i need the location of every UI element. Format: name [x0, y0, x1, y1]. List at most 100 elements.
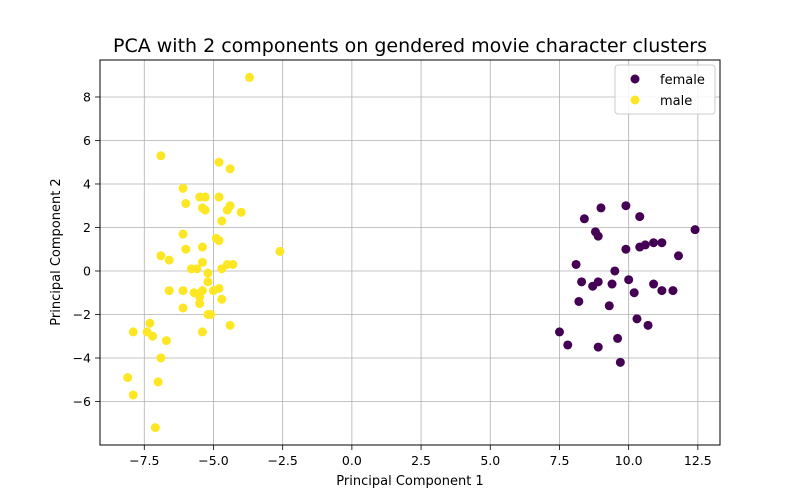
x-tick-label: 12.5 [684, 453, 712, 468]
y-tick-label: 2 [83, 220, 91, 235]
data-point-female [563, 340, 573, 350]
data-point-male [244, 72, 254, 82]
data-point-female [643, 320, 653, 330]
x-tick-label: −5.0 [198, 453, 228, 468]
data-point-male [145, 318, 155, 328]
data-point-male [161, 336, 171, 346]
data-point-female [615, 357, 625, 367]
legend-marker-female [630, 74, 640, 84]
data-point-male [195, 299, 205, 309]
grid-lines [100, 60, 720, 445]
data-point-female [640, 240, 650, 250]
x-tick-label: 7.5 [550, 453, 570, 468]
data-point-female [632, 314, 642, 324]
x-tick-label: −2.5 [267, 453, 297, 468]
data-point-male [164, 255, 174, 265]
data-point-female [574, 296, 584, 306]
data-point-male [217, 216, 227, 226]
data-point-male [197, 257, 207, 267]
data-point-male [217, 294, 227, 304]
plot-frame [99, 59, 721, 446]
data-point-female [588, 281, 598, 291]
y-tick-label: 6 [83, 133, 91, 148]
data-point-male [214, 192, 224, 202]
x-tick-label: 5.0 [480, 453, 500, 468]
data-point-female [613, 333, 623, 343]
data-point-female [579, 214, 589, 224]
legend: female male [614, 64, 716, 115]
data-point-male [214, 283, 224, 293]
data-point-male [203, 268, 213, 278]
chart-title: PCA with 2 components on gendered movie … [113, 35, 707, 57]
data-point-female [657, 238, 667, 248]
data-point-female [621, 244, 631, 254]
data-point-female [690, 225, 700, 235]
data-point-male [128, 327, 138, 337]
data-point-female [621, 201, 631, 211]
y-tick-label: −4 [73, 350, 91, 365]
data-point-female [649, 238, 659, 248]
data-point-female [571, 259, 581, 269]
data-point-female [596, 203, 606, 213]
data-point-female [635, 212, 645, 222]
data-point-female [593, 231, 603, 241]
data-point-female [668, 286, 678, 296]
data-point-male [178, 183, 188, 193]
x-tick-label: 0.0 [342, 453, 362, 468]
data-point-female [604, 301, 614, 311]
legend-label-female: female [660, 73, 705, 88]
y-axis: −6 −4 −2 0 2 4 6 8 [73, 89, 100, 409]
data-point-male [225, 164, 235, 174]
data-point-male [228, 259, 238, 269]
data-point-male [236, 207, 246, 217]
data-point-male [203, 277, 213, 287]
data-point-male [123, 373, 133, 383]
data-point-male [181, 244, 191, 254]
data-point-male [153, 377, 163, 387]
legend-box [614, 64, 716, 115]
data-point-female [657, 286, 667, 296]
data-point-male [178, 303, 188, 313]
x-tick-label: −7.5 [129, 453, 159, 468]
data-point-male [148, 331, 158, 341]
data-point-male [200, 192, 210, 202]
data-point-male [197, 242, 207, 252]
data-point-female [593, 342, 603, 352]
data-point-male [214, 236, 224, 246]
data-point-male [181, 199, 191, 209]
data-point-male [206, 309, 216, 319]
data-point-male [178, 286, 188, 296]
data-point-female [610, 266, 620, 276]
x-tick-label: 10.0 [615, 453, 643, 468]
x-axis: −7.5 −5.0 −2.5 0.0 2.5 5.0 7.5 10.0 12.5 [129, 445, 712, 468]
data-point-male [225, 320, 235, 330]
y-tick-label: −2 [73, 307, 91, 322]
data-point-female [554, 327, 564, 337]
data-point-female [629, 288, 639, 298]
y-tick-label: 8 [83, 89, 91, 104]
data-point-male [156, 251, 166, 261]
data-point-male [156, 353, 166, 363]
data-point-male [197, 327, 207, 337]
data-point-female [649, 279, 659, 289]
data-point-male [275, 246, 285, 256]
data-point-male [195, 292, 205, 302]
data-point-male [214, 157, 224, 167]
data-point-female [624, 275, 634, 285]
x-tick-label: 2.5 [411, 453, 431, 468]
data-point-female [673, 251, 683, 261]
y-tick-label: −6 [73, 394, 91, 409]
y-tick-label: 0 [83, 263, 91, 278]
data-point-male [128, 390, 138, 400]
data-point-male [156, 151, 166, 161]
legend-label-male: male [660, 94, 692, 109]
y-axis-label: Principal Component 2 [49, 178, 64, 325]
data-point-female [577, 277, 587, 287]
data-point-male [178, 229, 188, 239]
data-point-male [222, 205, 232, 215]
data-point-male [150, 423, 160, 433]
data-points [123, 72, 700, 433]
x-axis-label: Principal Component 1 [336, 474, 483, 489]
